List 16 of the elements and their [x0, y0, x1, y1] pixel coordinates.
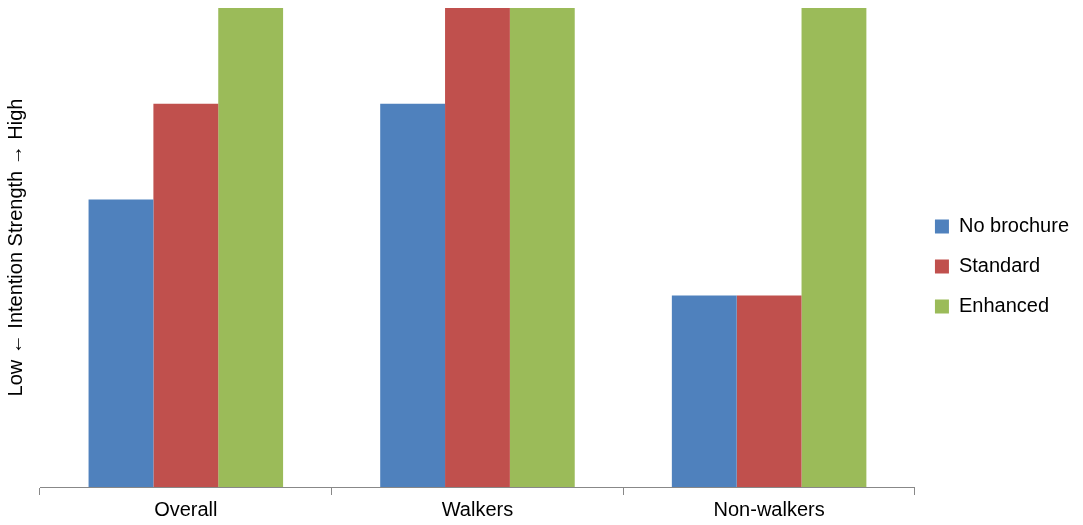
- bar: [509, 8, 575, 487]
- bar: [88, 199, 154, 487]
- bar: [445, 8, 510, 487]
- bar: [801, 8, 867, 487]
- bar: [153, 103, 219, 487]
- y-axis-title: Low ← Intention Strength → High: [3, 98, 26, 397]
- x-tick-label: Walkers: [441, 497, 514, 520]
- bar: [736, 295, 802, 487]
- x-tick-label: Non-walkers: [713, 497, 825, 520]
- bar: [218, 8, 284, 487]
- bar: [671, 295, 737, 487]
- bar: [380, 103, 446, 487]
- legend-label: Enhanced: [958, 294, 1050, 317]
- legend-label: No brochure: [958, 214, 1069, 237]
- legend-label: Standard: [958, 254, 1041, 277]
- x-tick-label: Overall: [154, 497, 218, 520]
